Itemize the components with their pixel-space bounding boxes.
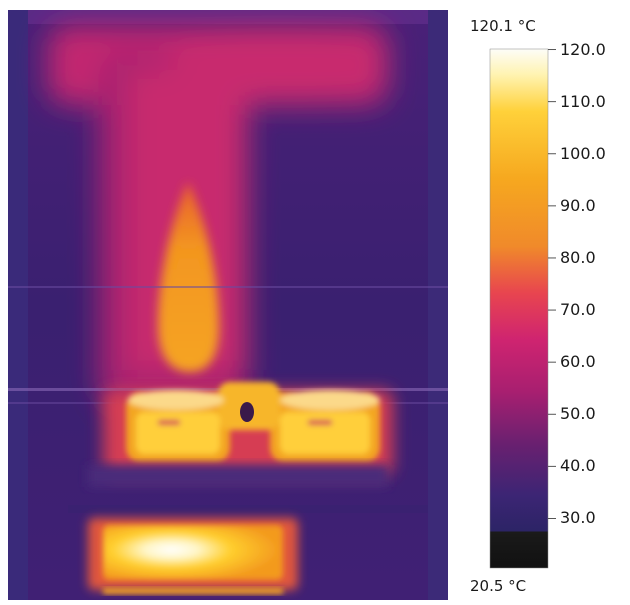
- scale-tick-label: 50.0: [560, 404, 596, 424]
- scale-tick-label: 90.0: [560, 195, 596, 215]
- min-temperature-label: 20.5 °C: [470, 577, 527, 595]
- color-scale-bar: [489, 48, 549, 569]
- scale-tick-label: 60.0: [560, 352, 596, 372]
- thermal-image: [8, 10, 448, 600]
- scale-tick-label: 70.0: [560, 300, 596, 320]
- max-temperature-label: 120.1 °C: [470, 17, 536, 35]
- scale-tick-label: 80.0: [560, 247, 596, 267]
- scale-tick-label: 40.0: [560, 456, 596, 476]
- scale-ticks: [548, 49, 556, 519]
- scale-tick-label: 100.0: [560, 143, 606, 163]
- scale-tick-label: 120.0: [560, 39, 606, 59]
- scale-tick-label: 110.0: [560, 91, 606, 111]
- scale-tick-label: 30.0: [560, 508, 596, 528]
